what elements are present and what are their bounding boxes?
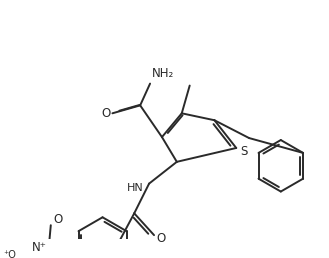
Text: O: O: [54, 213, 63, 226]
Text: N⁺: N⁺: [32, 240, 47, 254]
Text: NH₂: NH₂: [152, 67, 174, 80]
Text: O: O: [156, 232, 165, 245]
Text: ⁺O: ⁺O: [3, 250, 16, 258]
Text: HN: HN: [126, 183, 143, 192]
Text: O: O: [101, 107, 110, 120]
Text: S: S: [240, 146, 248, 158]
